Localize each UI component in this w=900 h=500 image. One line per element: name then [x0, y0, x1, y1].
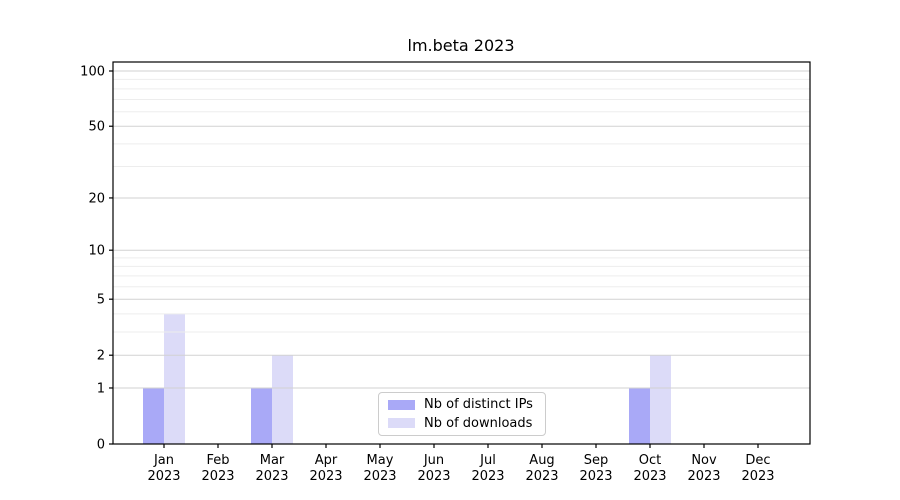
bars-group	[143, 313, 671, 444]
legend-swatch-distinct-ips	[388, 399, 415, 410]
legend-item-distinct-ips: Nb of distinct IPs	[388, 396, 536, 414]
bar-downloads-mar	[272, 355, 293, 444]
plot-border	[112, 61, 811, 445]
x-tick-label-jun: Jun 2023	[417, 453, 450, 484]
legend-item-downloads: Nb of downloads	[388, 414, 536, 432]
legend-label-distinct-ips: Nb of distinct IPs	[424, 397, 533, 413]
x-tick-label-sep: Sep 2023	[579, 453, 612, 484]
x-tick-label-aug: Aug 2023	[525, 453, 558, 484]
x-tick-label-oct: Oct 2023	[633, 453, 666, 484]
y-tick-label: 2	[97, 349, 105, 364]
bar-downloads-oct	[650, 355, 671, 444]
x-tick-label-feb: Feb 2023	[201, 453, 234, 484]
x-tick-label-jul: Jul 2023	[471, 453, 504, 484]
x-tick-label-may: May 2023	[363, 453, 396, 484]
y-tick-label: 1	[97, 381, 105, 396]
x-tick-label-apr: Apr 2023	[309, 453, 342, 484]
y-tick-label: 20	[88, 191, 105, 206]
axis-labels-group: 0 1 2 5 10 20 50 100 Jan 2023 Feb 2023 Mar 2023 Apr 202…	[80, 65, 774, 485]
bar-distinct-ips-mar	[251, 387, 272, 444]
y-tick-label: 10	[88, 244, 105, 259]
x-tick-label-jan: Jan 2023	[147, 453, 180, 484]
axes-group	[109, 61, 811, 448]
bar-distinct-ips-oct	[629, 387, 650, 444]
legend: Nb of distinct IPs Nb of downloads	[378, 392, 546, 436]
legend-label-downloads: Nb of downloads	[424, 415, 533, 431]
bar-downloads-jan	[164, 313, 185, 444]
bar-distinct-ips-jan	[143, 387, 164, 444]
x-tick-label-dec: Dec 2023	[741, 453, 774, 484]
y-tick-label: 5	[97, 293, 105, 308]
y-tick-label: 0	[97, 438, 105, 453]
legend-swatch-downloads	[388, 418, 415, 429]
y-tick-label: 50	[88, 120, 105, 135]
x-tick-label-nov: Nov 2023	[687, 453, 720, 484]
y-tick-label: 100	[80, 65, 105, 80]
x-tick-label-mar: Mar 2023	[255, 453, 288, 484]
gridlines-group	[113, 70, 810, 389]
chart-title: lm.beta 2023	[408, 36, 515, 55]
